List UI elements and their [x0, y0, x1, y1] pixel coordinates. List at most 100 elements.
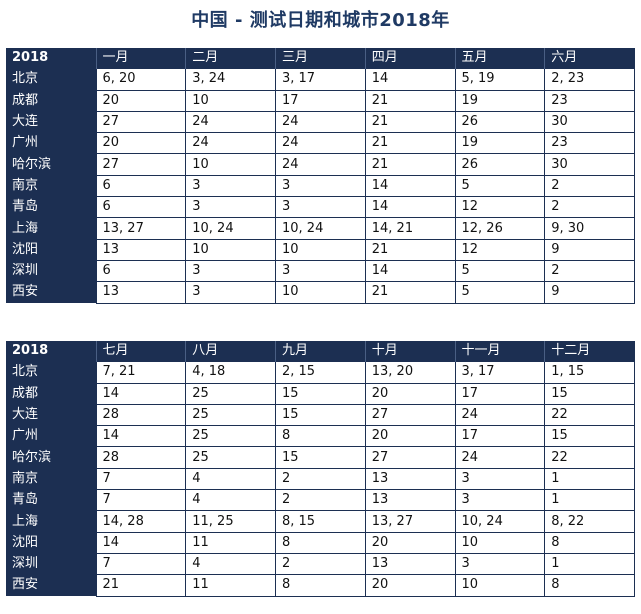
- year-header: 2018: [6, 341, 96, 362]
- date-cell: 10: [454, 531, 546, 554]
- date-cell: 24: [454, 446, 546, 469]
- date-cell: 10: [185, 238, 276, 261]
- date-cell: 20: [95, 132, 187, 155]
- date-cell: 11: [185, 574, 276, 597]
- city-label: 南京: [6, 468, 96, 490]
- date-cell: 13: [364, 489, 456, 512]
- date-cell: 2, 23: [544, 68, 635, 91]
- date-cell: 4: [185, 552, 276, 576]
- date-cell: 25: [185, 425, 276, 448]
- date-cell: 3: [185, 259, 276, 283]
- table-row: 青岛 6 3 3 14 12 2: [6, 196, 635, 219]
- date-cell: 6, 20: [95, 68, 187, 91]
- month-header: 三月: [275, 48, 366, 69]
- date-cell: 3: [454, 489, 546, 512]
- date-cell: 6: [95, 259, 187, 283]
- date-cell: 20: [364, 425, 456, 448]
- date-cell: 2: [544, 174, 635, 198]
- date-cell: 2: [275, 552, 366, 576]
- city-label: 大连: [6, 404, 96, 426]
- date-cell: 13, 27: [95, 217, 187, 240]
- date-cell: 4: [185, 467, 276, 491]
- date-cell: 14: [364, 259, 456, 283]
- date-cell: 17: [454, 425, 546, 448]
- city-label: 哈尔滨: [6, 446, 96, 469]
- city-label: 上海: [6, 217, 96, 240]
- date-cell: 14: [364, 196, 456, 219]
- date-cell: 5: [454, 174, 546, 198]
- month-header: 十二月: [544, 341, 635, 362]
- date-cell: 8: [275, 531, 366, 554]
- date-cell: 9: [544, 281, 635, 304]
- city-label: 大连: [6, 111, 96, 133]
- table-row: 南京 6 3 3 14 5 2: [6, 174, 635, 198]
- month-header: 五月: [454, 48, 545, 69]
- table-row: 青岛 7 4 2 13 3 1: [6, 489, 635, 512]
- table-row: 沈阳 14 11 8 20 10 8: [6, 531, 635, 554]
- date-cell: 22: [544, 446, 635, 469]
- date-cell: 3: [185, 196, 276, 219]
- date-cell: 19: [454, 89, 546, 112]
- city-label: 西安: [6, 574, 96, 597]
- date-cell: 10: [185, 89, 276, 112]
- date-cell: 1: [544, 467, 635, 491]
- date-cell: 7: [95, 489, 187, 512]
- date-cell: 14: [95, 425, 187, 448]
- city-label: 成都: [6, 90, 96, 112]
- date-cell: 15: [275, 403, 366, 427]
- date-cell: 28: [95, 403, 187, 427]
- date-cell: 24: [275, 110, 366, 134]
- date-cell: 3: [275, 259, 366, 283]
- date-cell: 6: [95, 196, 187, 219]
- month-header: 十月: [364, 341, 455, 362]
- date-cell: 13: [364, 467, 456, 491]
- date-cell: 24: [185, 132, 276, 155]
- date-cell: 14, 28: [95, 510, 187, 533]
- date-cell: 20: [364, 574, 456, 597]
- date-cell: 20: [364, 382, 456, 405]
- date-cell: 8: [275, 425, 366, 448]
- date-cell: 3: [454, 467, 546, 491]
- date-cell: 9: [544, 238, 635, 261]
- month-header: 四月: [364, 48, 455, 69]
- date-cell: 10: [275, 281, 366, 304]
- table-row: 深圳 6 3 3 14 5 2: [6, 259, 635, 283]
- city-label: 西安: [6, 281, 96, 304]
- date-cell: 8, 22: [544, 510, 635, 533]
- date-cell: 30: [544, 110, 635, 134]
- schedule-table-jul-dec: 2018 七月 八月 九月 十月 十一月 十二月 北京 7, 21 4, 18 2, …: [6, 341, 635, 597]
- city-label: 深圳: [6, 553, 96, 575]
- city-label: 广州: [6, 132, 96, 154]
- table-row: 大连 28 25 15 27 24 22: [6, 403, 635, 427]
- month-header: 九月: [275, 341, 366, 362]
- date-cell: 5, 19: [454, 68, 546, 91]
- table-row: 深圳 7 4 2 13 3 1: [6, 552, 635, 576]
- date-cell: 10, 24: [275, 217, 366, 240]
- date-cell: 13, 20: [364, 361, 456, 384]
- table-row: 西安 13 3 10 21 5 9: [6, 281, 635, 304]
- date-cell: 13: [364, 552, 456, 576]
- date-cell: 12: [454, 238, 546, 261]
- date-cell: 30: [544, 153, 635, 176]
- date-cell: 27: [95, 153, 187, 176]
- date-cell: 7: [95, 552, 187, 576]
- date-cell: 13: [95, 281, 187, 304]
- date-cell: 21: [364, 132, 456, 155]
- date-cell: 26: [454, 110, 546, 134]
- month-header: 十一月: [454, 341, 545, 362]
- date-cell: 24: [454, 403, 546, 427]
- table-row: 成都 14 25 15 20 17 15: [6, 382, 635, 405]
- city-label: 北京: [6, 68, 96, 91]
- header-row: 2018 一月 二月 三月 四月 五月 六月: [6, 48, 635, 69]
- city-label: 广州: [6, 425, 96, 447]
- date-cell: 3, 17: [454, 361, 546, 384]
- date-cell: 20: [95, 89, 187, 112]
- date-cell: 22: [544, 403, 635, 427]
- city-label: 成都: [6, 383, 96, 405]
- table-row: 上海 14, 28 11, 25 8, 15 13, 27 10, 24 8, 22: [6, 510, 635, 533]
- date-cell: 2: [275, 489, 366, 512]
- table-row: 广州 14 25 8 20 17 15: [6, 425, 635, 448]
- date-cell: 27: [364, 446, 456, 469]
- date-cell: 20: [364, 531, 456, 554]
- city-label: 上海: [6, 510, 96, 533]
